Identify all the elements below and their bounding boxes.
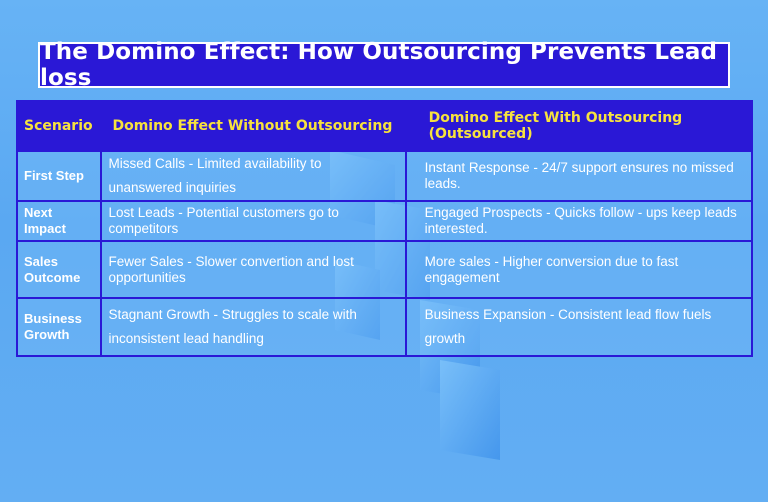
scenario-cell: Next Impact bbox=[15, 200, 103, 243]
with-cell: Business Expansion - Consistent lead flo… bbox=[404, 296, 754, 358]
without-cell: Stagnant Growth - Struggles to scale wit… bbox=[100, 296, 407, 358]
header-without-outsourcing: Domino Effect Without Outsourcing bbox=[100, 100, 407, 152]
table-row: Business Growth Stagnant Growth - Strugg… bbox=[15, 296, 754, 358]
header-with-outsourcing: Domino Effect With Outsourcing (Outsourc… bbox=[404, 100, 754, 152]
without-cell: Fewer Sales - Slower convertion and lost… bbox=[100, 240, 407, 299]
header-scenario: Scenario bbox=[15, 100, 103, 152]
with-cell: More sales - Higher conversion due to fa… bbox=[404, 240, 754, 299]
scenario-cell: Sales Outcome bbox=[15, 240, 103, 299]
without-cell: Lost Leads - Potential customers go to c… bbox=[100, 200, 407, 243]
table-row: Sales Outcome Fewer Sales - Slower conve… bbox=[15, 240, 754, 299]
table-row: Next Impact Lost Leads - Potential custo… bbox=[15, 200, 754, 243]
without-cell: Missed Calls - Limited availability to u… bbox=[100, 149, 407, 203]
table-header-row: Scenario Domino Effect Without Outsourci… bbox=[15, 100, 754, 152]
with-cell: Engaged Prospects - Quicks follow - ups … bbox=[404, 200, 754, 243]
with-cell: Instant Response - 24/7 support ensures … bbox=[404, 149, 754, 203]
scenario-cell: First Step bbox=[15, 149, 103, 203]
scenario-cell: Business Growth bbox=[15, 296, 103, 358]
comparison-table: Scenario Domino Effect Without Outsourci… bbox=[15, 100, 754, 358]
table-row: First Step Missed Calls - Limited availa… bbox=[15, 149, 754, 203]
page-title: The Domino Effect: How Outsourcing Preve… bbox=[38, 39, 730, 91]
